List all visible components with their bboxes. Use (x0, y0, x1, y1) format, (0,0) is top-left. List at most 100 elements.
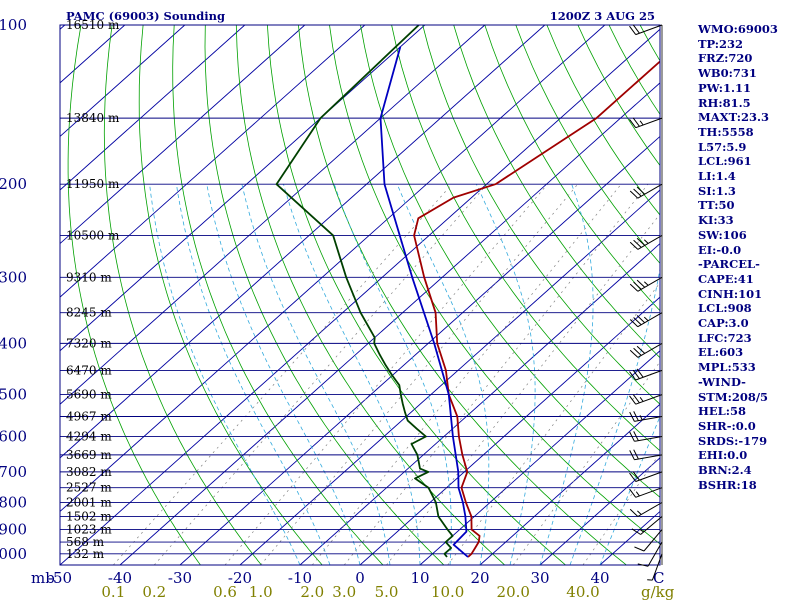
index-item: WMO:69003 (698, 22, 778, 36)
height-label: 8245 m (66, 306, 112, 320)
mixing-ratio-tick-label: 40.0 (566, 583, 599, 600)
wind-barb (634, 529, 663, 552)
temperature-tick-label: -50 (48, 569, 72, 587)
dry-adiabat-line (329, 25, 660, 545)
moist-adiabat-line (599, 415, 660, 565)
isobar-lines (60, 24, 660, 555)
moist-adiabat-line (396, 184, 490, 565)
height-label: 3082 m (66, 465, 112, 479)
index-item: STM:208/5 (698, 389, 769, 404)
pressure-tick-label: 100 (0, 16, 27, 34)
index-item: LI:1.4 (698, 169, 736, 184)
dry-adiabat-line (298, 25, 627, 565)
moist-adiabat-line (149, 184, 301, 565)
wind-barb (629, 502, 663, 517)
height-label: 4967 m (66, 410, 112, 424)
index-item: SHR-:0.0 (698, 418, 756, 433)
wind-barb (629, 24, 663, 36)
dry-adiabat-line (67, 25, 201, 565)
dry-adiabat-line (795, 25, 800, 565)
wind-barb (629, 411, 663, 422)
mixing-ratio-line (312, 183, 622, 565)
temperature-tick-label: 10 (410, 569, 429, 587)
isotherm-line (60, 25, 246, 191)
isotherm-line (60, 25, 66, 30)
mixing-ratio-line (386, 213, 660, 565)
wind-barb (631, 516, 663, 535)
mixing-ratio-line (113, 183, 453, 565)
index-item: CINH:101 (698, 286, 763, 301)
mixing-ratio-unit-label: g/kg (641, 583, 675, 600)
temperature-unit-label: C (653, 569, 664, 587)
height-label: 1023 m (66, 523, 112, 537)
dry-adiabat-line (422, 25, 660, 405)
index-item: CAP:3.0 (698, 316, 749, 331)
isotherm-line (539, 457, 660, 565)
dry-adiabat-line (103, 25, 262, 565)
mixing-ratio-line (260, 183, 578, 565)
height-label: 9310 m (66, 270, 112, 284)
height-label: 6470 m (66, 363, 112, 377)
mixing-ratio-tick-label: 5.0 (375, 583, 399, 600)
index-item: FRZ:720 (698, 51, 753, 66)
index-item: L57:5.9 (698, 139, 747, 154)
isotherm-line (60, 25, 306, 245)
isotherm-line (60, 25, 186, 138)
valid-time: 1200Z 3 AUG 25 (550, 9, 655, 23)
mixing-ratio-tick-label: 1.0 (249, 583, 273, 600)
dry-adiabat-line (484, 25, 660, 312)
index-item: SI:1.3 (698, 183, 736, 198)
isotherm-line (179, 135, 660, 565)
dry-adiabat-line (138, 25, 323, 565)
height-label: 11950 m (66, 177, 120, 191)
moist-adiabat-line (206, 184, 361, 565)
wind-barb (629, 234, 663, 250)
index-item: MPL:533 (698, 360, 756, 375)
isotherm-line (419, 350, 660, 565)
mixing-ratio-tick-label: 3.0 (332, 583, 356, 600)
mixing-ratio-tick-label: 0.1 (101, 583, 125, 600)
moist-adiabat-line (283, 184, 421, 565)
dry-adiabat-line (453, 25, 660, 359)
dry-adiabat-line (360, 25, 660, 498)
index-item: EHI:0.0 (698, 448, 748, 463)
wind-barb (629, 394, 663, 405)
moist-adiabat-line (241, 184, 391, 565)
isotherm-line (60, 25, 606, 513)
sounding-traces (275, 25, 660, 558)
mixing-ratio-line (153, 183, 488, 565)
temperature-tick-label: -30 (168, 569, 192, 587)
temperature-tick-label: -10 (288, 569, 312, 587)
height-label: 5690 m (66, 388, 112, 402)
index-item: LCL:961 (698, 154, 752, 169)
isotherm-line (119, 82, 660, 565)
parcel-trace (379, 46, 469, 558)
mixing-ratio-tick-label: 20.0 (497, 583, 530, 600)
pressure-tick-label: 600 (0, 427, 27, 445)
wind-barb (637, 541, 663, 567)
pressure-tick-label: 400 (0, 334, 27, 352)
pressure-tick-label: 200 (0, 175, 27, 193)
moist-adiabat-line (333, 184, 452, 565)
pressure-tick-label: 1000 (0, 545, 27, 563)
moist-adiabat-line (539, 184, 594, 565)
wind-barb (629, 368, 663, 381)
height-label: 2527 m (66, 481, 112, 495)
axis-labels: 16510 m 13840 m 11950 m 10500 m 9310 m 8245 m… (0, 16, 675, 600)
isotherm-line (60, 28, 660, 565)
index-item: TH:5558 (698, 124, 754, 139)
height-label: 132 m (66, 547, 105, 561)
mixing-ratio-tick-label: 10.0 (431, 583, 464, 600)
wind-barb (629, 431, 663, 442)
mixing-ratio-tick-label: 2.0 (300, 583, 324, 600)
index-item: SW:106 (698, 227, 747, 242)
isotherm-line (239, 189, 660, 565)
dewpoint-trace (275, 25, 454, 558)
index-item: WB0:731 (698, 66, 757, 81)
index-item: LFC:723 (698, 330, 752, 345)
dry-adiabat-line (172, 25, 384, 565)
index-item: TT:50 (698, 198, 735, 213)
wind-barbs (629, 24, 663, 581)
index-item: LCL:908 (698, 301, 752, 316)
